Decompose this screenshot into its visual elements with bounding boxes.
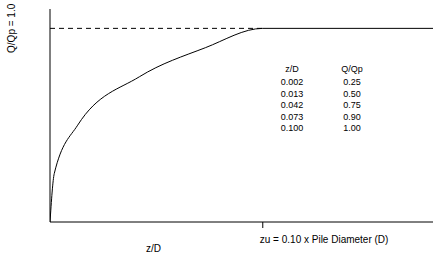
- svg-text:zu = 0.10 x Pile Diameter (D): zu = 0.10 x Pile Diameter (D): [260, 234, 389, 245]
- html-text:z/D: z/D: [285, 64, 299, 74]
- html-text:0.50: 0.50: [343, 88, 361, 99]
- html-text:0.013: 0.013: [280, 88, 304, 99]
- html-text:0.100: 0.100: [280, 123, 304, 133]
- html-text:0.002: 0.002: [280, 77, 304, 87]
- html-text:Q/Qp: Q/Qp: [341, 64, 363, 74]
- html-text:0.25: 0.25: [343, 77, 361, 87]
- svg-text:Q/Qp = 1.0: Q/Qp = 1.0: [8, 3, 18, 53]
- html-text:0.073: 0.073: [280, 111, 304, 122]
- html-text:0.042: 0.042: [280, 100, 304, 110]
- html-text:0.75: 0.75: [343, 100, 361, 110]
- html-text:0.90: 0.90: [343, 111, 361, 122]
- html-text:1.00: 1.00: [343, 123, 361, 133]
- svg-text:z/D: z/D: [146, 243, 161, 254]
